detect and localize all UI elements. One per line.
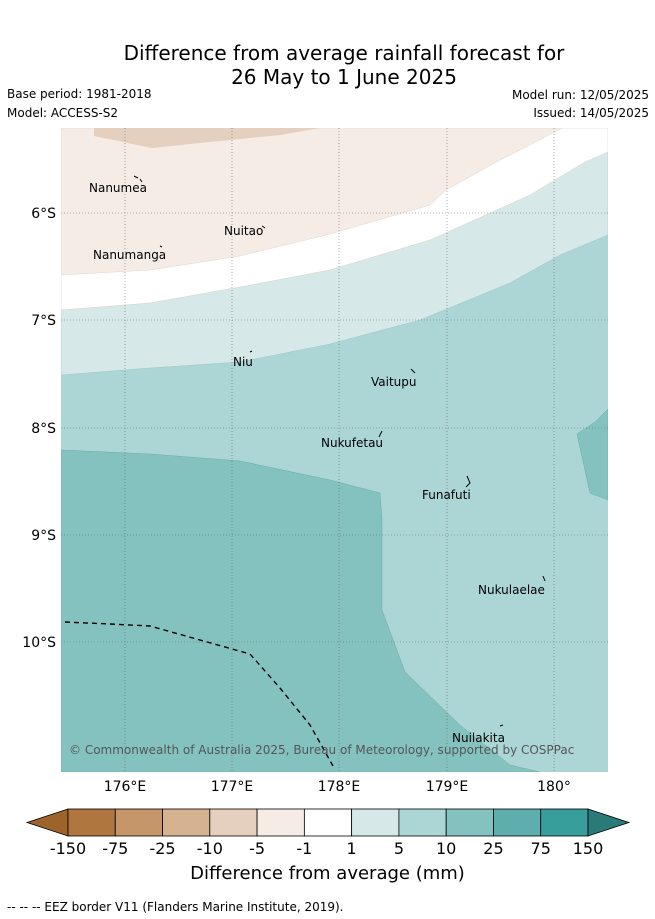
contour-10-to-25-east xyxy=(576,408,608,501)
lon-label-179e: 179°E xyxy=(426,779,469,795)
lon-label-176e: 176°E xyxy=(104,779,147,795)
title-line-1: Difference from average rainfall forecas… xyxy=(123,41,565,65)
contour-10-to-25-west xyxy=(61,449,541,772)
place-niu: Niu xyxy=(233,355,253,369)
contour-minus10-to-minus5 xyxy=(94,128,320,148)
graticule xyxy=(61,128,608,772)
lat-label-10s: 10°S xyxy=(22,635,56,651)
lat-label-7s: 7°S xyxy=(31,313,56,329)
colorbar-tick: 75 xyxy=(531,839,551,858)
colorbar-tick: -25 xyxy=(149,839,175,858)
islands xyxy=(133,175,546,727)
colorbar-segment xyxy=(540,808,589,837)
colorbar-segment xyxy=(256,808,305,837)
place-vaitupu: Vaitupu xyxy=(371,375,417,389)
colorbar-tick: 10 xyxy=(436,839,456,858)
colorbar-extend-high xyxy=(587,808,631,837)
colorbar-segment xyxy=(114,808,163,837)
colorbar-tick: 150 xyxy=(573,839,604,858)
place-nanumea: Nanumea xyxy=(89,181,147,195)
lon-label-180: 180° xyxy=(537,779,571,795)
lon-label-177e: 177°E xyxy=(211,779,254,795)
colorbar-segment xyxy=(67,808,116,837)
colorbar-segment xyxy=(209,808,258,837)
place-nukulaelae: Nukulaelae xyxy=(478,583,545,597)
place-nukufetau: Nukufetau xyxy=(321,436,383,450)
colorbar-tick-labels: -150 -75 -25 -10 -5 -1 1 5 10 25 75 150 xyxy=(50,839,603,858)
colorbar-segment xyxy=(351,808,400,837)
colorbar-segment xyxy=(162,808,211,837)
colorbar-tick: 25 xyxy=(483,839,503,858)
colorbar-tick: -1 xyxy=(296,839,312,858)
map-title: Difference from average rainfall forecas… xyxy=(0,41,655,89)
colorbar-segment xyxy=(303,808,353,837)
lat-label-9s: 9°S xyxy=(31,528,56,544)
model-name: Model: ACCESS-S2 xyxy=(7,106,119,120)
eez-border xyxy=(64,621,334,767)
lat-label-8s: 8°S xyxy=(31,421,56,437)
colorbar-tick: 5 xyxy=(394,839,404,858)
model-run: Model run: 12/05/2025 xyxy=(511,88,649,102)
colorbar-tick: -5 xyxy=(249,839,265,858)
contour-minus5-to-minus1 xyxy=(61,128,563,276)
colorbar-extend-low xyxy=(25,808,69,837)
colorbar-title: Difference from average (mm) xyxy=(190,863,465,884)
colorbar-tick: 1 xyxy=(347,839,357,858)
lon-label-178e: 178°E xyxy=(318,779,361,795)
colorbar-segment xyxy=(398,808,447,837)
title-line-2: 26 May to 1 June 2025 xyxy=(231,65,457,89)
lat-label-6s: 6°S xyxy=(31,206,56,222)
colorbar-tick: -10 xyxy=(197,839,223,858)
base-period: Base period: 1981-2018 xyxy=(7,87,152,101)
colorbar-tick: -150 xyxy=(50,839,86,858)
eez-legend: -- -- -- EEZ border V11 (Flanders Marine… xyxy=(7,900,344,914)
rainfall-contours xyxy=(61,128,608,772)
place-nuilakita: Nuilakita xyxy=(452,731,505,745)
copyright-notice: © Commonwealth of Australia 2025, Bureau… xyxy=(69,743,574,757)
place-nanumanga: Nanumanga xyxy=(93,248,166,262)
issued-date: Issued: 14/05/2025 xyxy=(533,106,649,120)
place-funafuti: Funafuti xyxy=(422,488,471,502)
colorbar-tick: -75 xyxy=(102,839,128,858)
colorbar-segment xyxy=(445,808,494,837)
colorbar xyxy=(25,808,631,837)
place-nuitao: Nuitao xyxy=(224,224,263,238)
rainfall-map: Nanumea Nuitao Nanumanga Niu Vaitupu Nuk… xyxy=(22,128,631,858)
colorbar-segment xyxy=(493,808,542,837)
